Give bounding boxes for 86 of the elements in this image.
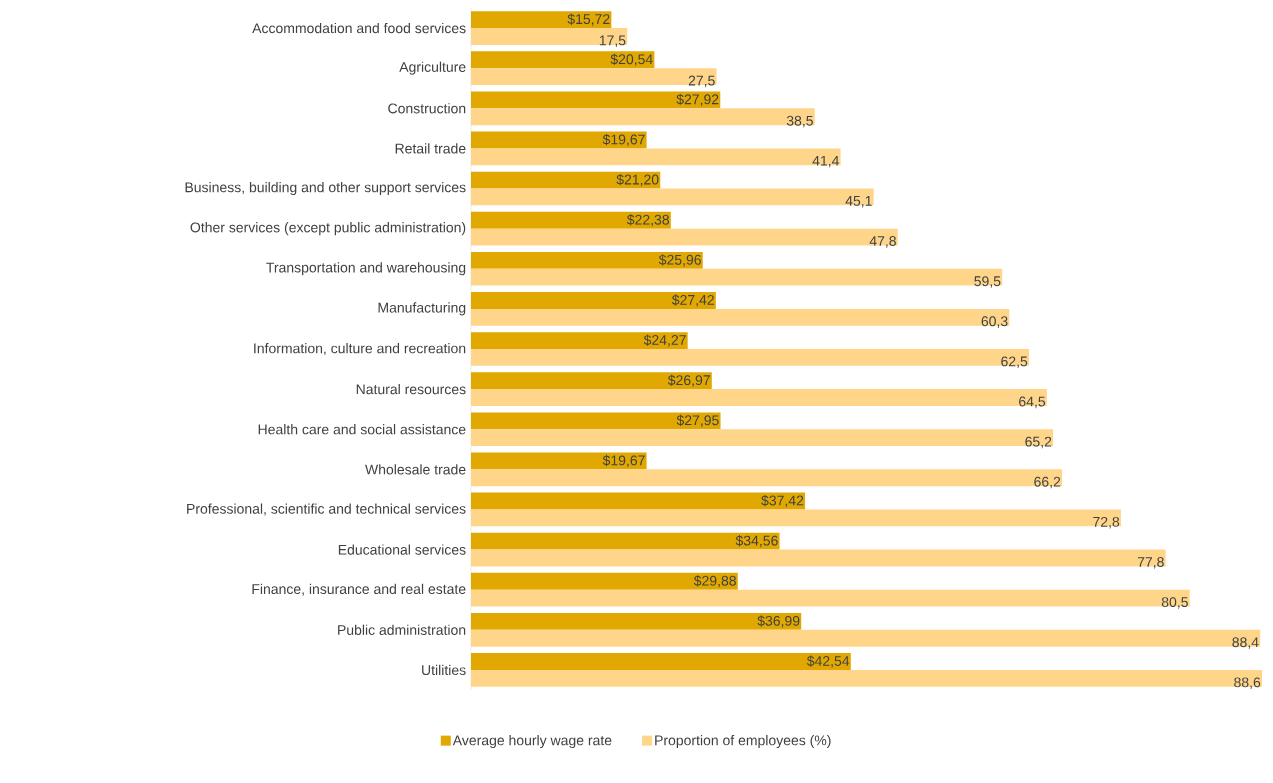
bar — [471, 429, 1054, 447]
data-label: 60,3 — [981, 316, 1008, 328]
data-label: $15,72 — [567, 13, 610, 26]
bar — [471, 492, 806, 510]
data-label: $21,20 — [616, 174, 659, 187]
data-label: 65,2 — [1025, 436, 1052, 449]
data-label: 66,2 — [1034, 476, 1061, 489]
bar — [471, 372, 712, 390]
data-label: 27,5 — [688, 75, 715, 88]
bar — [471, 188, 874, 206]
bar — [471, 332, 688, 349]
y-tick-label: Information, culture and recreation — [254, 343, 466, 355]
bar — [471, 131, 647, 149]
bar — [471, 251, 703, 269]
bar — [471, 171, 661, 189]
bar — [471, 549, 1166, 567]
data-label: 17,5 — [599, 35, 626, 47]
data-label: 38,5 — [786, 115, 813, 128]
bar — [471, 148, 841, 166]
bar — [471, 532, 780, 550]
y-tick-label: Manufacturing — [378, 302, 466, 316]
data-label: $26,97 — [667, 374, 710, 387]
y-tick-label: Natural resources — [356, 383, 466, 395]
data-label: $34,56 — [735, 535, 778, 548]
y-tick-label: Other services (except public administration) — [190, 222, 466, 236]
data-label: 62,5 — [1001, 356, 1028, 369]
data-label: 88,4 — [1232, 637, 1259, 649]
bar — [471, 11, 612, 29]
bar — [471, 292, 716, 309]
y-tick-label: Health care and social assistance — [258, 424, 466, 435]
bar — [471, 629, 1261, 647]
bar — [471, 653, 851, 670]
bar — [471, 91, 721, 109]
data-label: $27,42 — [671, 294, 714, 307]
data-label: 41,4 — [812, 155, 839, 168]
data-label: 47,8 — [869, 236, 896, 248]
bar — [471, 572, 738, 590]
y-tick-label: Professional, scientific and technical services — [187, 503, 466, 516]
data-label: 88,6 — [1234, 677, 1261, 689]
data-label: 59,5 — [974, 276, 1001, 288]
bar — [471, 412, 721, 430]
bar — [471, 612, 802, 630]
y-tick-label: Retail trade — [395, 143, 466, 154]
y-tick-label: Wholesale trade — [365, 464, 466, 475]
bar — [471, 669, 1263, 687]
data-label: 64,5 — [1019, 396, 1046, 409]
data-label: $42,54 — [806, 655, 850, 668]
data-label: $27,92 — [676, 93, 719, 106]
bar — [471, 68, 717, 86]
legend-label: Proportion of employees (%) — [655, 735, 831, 749]
bar — [471, 509, 1121, 527]
bar — [471, 108, 815, 126]
data-label: 77,8 — [1137, 557, 1164, 569]
data-label: $29,88 — [693, 575, 736, 588]
y-tick-label: Accommodation and food services — [252, 22, 466, 34]
data-label: 72,8 — [1093, 516, 1120, 529]
data-label: $37,42 — [761, 494, 804, 508]
y-tick-label: Agriculture — [399, 61, 466, 75]
data-label: $19,67 — [602, 454, 645, 467]
data-label: $36,99 — [757, 615, 800, 628]
bar — [471, 228, 898, 246]
bar — [471, 469, 1063, 487]
data-label: 80,5 — [1161, 597, 1188, 609]
bar — [471, 308, 1010, 326]
bar — [471, 452, 647, 470]
bar — [471, 268, 1003, 286]
data-label: $20,54 — [610, 53, 653, 66]
data-label: $24,27 — [643, 334, 686, 347]
data-label: 45,1 — [845, 196, 872, 208]
y-tick-label: Educational services — [338, 544, 466, 555]
bar — [471, 51, 655, 69]
bar — [471, 348, 1029, 366]
y-tick-label: Utilities — [422, 664, 466, 676]
bar — [471, 28, 628, 45]
legend-label: Average hourly wage rate — [452, 735, 612, 749]
y-tick-label: Construction — [388, 103, 466, 114]
y-tick-label: Public administration — [338, 624, 466, 635]
data-label: $22,38 — [626, 214, 669, 227]
y-tick-label: Transportation and warehousing — [266, 262, 466, 276]
y-tick-label: Business, building and other support services — [185, 182, 466, 196]
data-label: $27,95 — [676, 414, 719, 427]
data-label: $19,67 — [602, 133, 645, 147]
bar — [471, 211, 671, 229]
y-tick-label: Finance, insurance and real estate — [252, 583, 466, 596]
data-label: $25,96 — [658, 254, 701, 267]
bar — [471, 589, 1190, 607]
